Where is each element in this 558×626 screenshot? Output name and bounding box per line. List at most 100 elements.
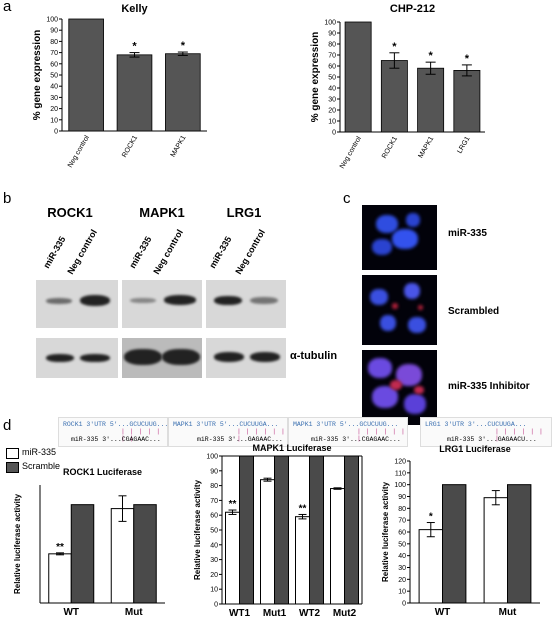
blot-title-rock1: ROCK1	[47, 205, 93, 220]
significance-mark: **	[56, 542, 64, 553]
utr-bottom-seq: 3'...GAGAAC...	[228, 436, 283, 443]
rock1-luciferase-chart: ROCK1 Luciferase Relative luciferase acti…	[13, 467, 165, 618]
bar	[344, 455, 359, 605]
y-tick-label: 10	[210, 587, 218, 594]
y-tick-label: 70	[328, 53, 336, 60]
panel-letter-a: a	[3, 0, 12, 15]
y-tick-label: 100	[324, 20, 336, 27]
utr-box-lrg1: LRG1 3'UTR 3'...CUCUUGA... | | | | | | |…	[420, 417, 552, 447]
x-tick-label: Mut1	[263, 608, 287, 619]
utr-box-mapk1-b: MAPK1 3'UTR 5'...GCUCUUG... | | | | | | …	[288, 417, 408, 447]
blot-mapk1	[122, 280, 202, 328]
y-tick-label: 40	[50, 84, 58, 91]
x-tick-label: ROCK1	[121, 134, 139, 158]
y-tick-label: 0	[332, 130, 336, 137]
y-tick-label: 10	[328, 119, 336, 126]
utr-bottom-seq: 3'...CGAGAAC...	[102, 436, 161, 443]
x-tick-label: Mut2	[333, 608, 357, 619]
western-blot-panel: ROCK1 MAPK1 LRG1 miR-335 Neg control miR…	[30, 200, 337, 395]
bar	[239, 455, 254, 605]
utr-mirna: miR-335	[447, 436, 475, 443]
blot-title-lrg1: LRG1	[226, 205, 262, 220]
bar	[48, 553, 72, 604]
y-axis-label: % gene expression	[32, 30, 43, 121]
significance-mark: *	[465, 53, 470, 65]
lane-label: Neg control	[151, 227, 186, 276]
y-tick-label: 60	[398, 530, 406, 537]
image-label-mir335-inhibitor: miR-335 Inhibitor	[448, 381, 530, 392]
bar	[380, 60, 408, 133]
utr-pairing: | | | | | | |	[237, 428, 286, 442]
bar	[330, 488, 345, 605]
y-tick-label: 0	[402, 601, 406, 608]
x-tick-label: Neg control	[339, 135, 363, 170]
y-tick-label: 90	[210, 468, 218, 475]
utr-box-mapk1-a: MAPK1 3'UTR 5'...CUCUUGA... | | | | | | …	[168, 417, 288, 447]
utr-box-rock1: ROCK1 3'UTR 5'...GCUCUUG... | | | | | | …	[58, 417, 168, 447]
y-tick-label: 80	[328, 42, 336, 49]
blot-title-mapk1: MAPK1	[139, 205, 185, 220]
y-tick-label: 120	[394, 459, 406, 466]
lane-label: Neg control	[233, 227, 268, 276]
utr-mirna: miR-335	[311, 436, 339, 443]
blot-lrg1	[206, 280, 286, 328]
utr-bottom-seq: 3'...CGAGAAC...	[342, 436, 401, 443]
legend-swatch-mir335	[6, 448, 19, 459]
y-tick-label: 90	[50, 28, 58, 35]
y-tick-label: 50	[50, 73, 58, 80]
lane-label: miR-335	[41, 234, 68, 270]
y-tick-label: 100	[206, 454, 218, 461]
x-tick-label: WT2	[299, 608, 321, 619]
bar	[110, 508, 135, 604]
y-tick-label: 60	[50, 61, 58, 68]
bar	[483, 497, 509, 604]
x-tick-label: Neg control	[67, 134, 91, 169]
bar	[70, 504, 95, 604]
blot-rock1	[36, 280, 118, 328]
y-tick-label: 20	[50, 106, 58, 113]
image-mir335	[362, 205, 437, 270]
bar	[274, 455, 289, 605]
panel-letter-c: c	[343, 190, 351, 207]
bar	[116, 54, 153, 132]
panel-letter-b: b	[3, 190, 12, 207]
utr-gene: MAPK1 3'UTR	[293, 421, 336, 428]
x-tick-label: WT	[63, 607, 79, 618]
y-axis-label: Relative luciferase activity	[193, 479, 202, 580]
lane-label: miR-335	[207, 234, 234, 270]
y-tick-label: 80	[50, 39, 58, 46]
y-axis-label: Relative luciferase activity	[381, 481, 390, 582]
chart-title: MAPK1 Luciferase	[252, 443, 331, 453]
y-tick-label: 110	[395, 470, 406, 477]
tubulin-label: α-tubulin	[290, 350, 338, 362]
x-tick-label: WT1	[229, 608, 251, 619]
y-tick-label: 10	[50, 117, 58, 124]
y-tick-label: 10	[398, 589, 406, 596]
image-label-scrambled: Scrambled	[448, 306, 500, 317]
significance-mark: *	[428, 50, 433, 62]
y-tick-label: 70	[398, 518, 406, 525]
y-tick-label: 50	[210, 528, 218, 535]
y-tick-label: 30	[398, 565, 406, 572]
panel-d-charts: ROCK1 Luciferase Relative luciferase acti…	[13, 443, 540, 619]
y-tick-label: 60	[328, 64, 336, 71]
y-axis-label: Relative luciferase activity	[13, 493, 22, 594]
y-tick-label: 50	[328, 75, 336, 82]
x-tick-label: WT	[435, 607, 451, 618]
significance-mark: **	[299, 503, 307, 514]
utr-gene: LRG1 3'UTR	[425, 421, 465, 428]
y-tick-label: 40	[398, 553, 406, 560]
legend-swatch-scramble	[6, 462, 19, 473]
y-tick-label: 20	[398, 577, 406, 584]
x-tick-label: Mut	[125, 607, 143, 618]
y-tick-label: 30	[210, 557, 218, 564]
panel-letter-d: d	[3, 417, 12, 434]
chp212-chart: CHP-212 % gene expression 0 10 20 30 40 50 60 70 8…	[310, 3, 485, 170]
bar	[165, 53, 201, 132]
x-tick-label: MAPK1	[170, 134, 188, 158]
utr-pairing: | | | | | | |	[495, 428, 544, 442]
y-tick-label: 80	[398, 506, 406, 513]
utr-mirna: miR-335	[71, 436, 99, 443]
chart-title: Kelly	[121, 3, 148, 15]
bar	[260, 479, 275, 605]
